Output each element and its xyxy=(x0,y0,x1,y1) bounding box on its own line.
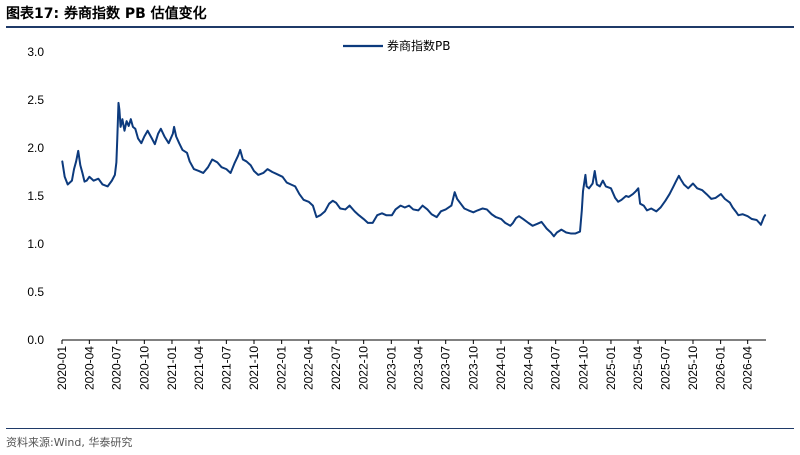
x-tick-label: 2024-04 xyxy=(521,346,535,390)
y-tick-label: 1.5 xyxy=(27,189,44,203)
y-tick-label: 3.0 xyxy=(27,45,44,59)
series-layer xyxy=(61,101,767,238)
y-tick-label: 0.5 xyxy=(27,285,44,299)
chart-header: 图表17: 券商指数 PB 估值变化 xyxy=(6,4,794,28)
x-tick-label: 2020-04 xyxy=(82,346,96,390)
x-tick-label: 2025-10 xyxy=(686,346,700,390)
x-tick-label: 2026-01 xyxy=(714,346,728,390)
x-tick-label: 2021-07 xyxy=(219,346,233,390)
x-tick-label: 2023-01 xyxy=(384,346,398,390)
legend-label: 券商指数PB xyxy=(387,38,450,53)
chart-caption: 图表17: 券商指数 PB 估值变化 xyxy=(6,6,207,22)
x-tick-label: 2024-01 xyxy=(494,346,508,390)
y-tick-label: 2.0 xyxy=(27,141,44,155)
chart-footer: 资料来源:Wind, 华泰研究 xyxy=(6,428,794,450)
footer-rule xyxy=(6,428,794,429)
x-tick-label: 2026-04 xyxy=(741,346,755,390)
x-tick-label: 2024-07 xyxy=(549,346,563,390)
x-tick-label: 2024-10 xyxy=(576,346,590,390)
series-line-0 xyxy=(61,101,767,238)
x-tick-label: 2020-10 xyxy=(137,346,151,390)
y-tick-label: 1.0 xyxy=(27,237,44,251)
x-tick-label: 2025-04 xyxy=(631,346,645,390)
source-note: 资料来源:Wind, 华泰研究 xyxy=(6,436,133,449)
x-tick-label: 2023-10 xyxy=(466,346,480,390)
y-tick-label: 2.5 xyxy=(27,93,44,107)
y-tick-label: 0.0 xyxy=(27,333,44,347)
header-rule xyxy=(6,26,794,28)
x-tick-label: 2022-10 xyxy=(357,346,371,390)
x-tick-label: 2022-07 xyxy=(329,346,343,390)
legend: 券商指数PB xyxy=(343,38,450,53)
x-tick-label: 2022-01 xyxy=(275,346,289,390)
x-tick-label: 2022-04 xyxy=(302,346,316,390)
x-tick-label: 2023-07 xyxy=(439,346,453,390)
y-axis: 0.0 0.5 1.0 1.5 2.0 2.5 3.0 xyxy=(27,45,44,347)
x-tick-label: 2021-01 xyxy=(165,346,179,390)
x-tick-label: 2021-10 xyxy=(247,346,261,390)
x-tick-label: 2025-01 xyxy=(604,346,618,390)
x-tick-label: 2023-04 xyxy=(411,346,425,390)
x-tick-label: 2020-01 xyxy=(55,346,69,390)
x-axis: 2020-01 2020-04 2020-07 2020-10 2021-01 2021-… xyxy=(55,339,766,390)
x-tick-label: 2020-07 xyxy=(110,346,124,390)
x-tick-label: 2025-07 xyxy=(658,346,672,390)
x-tick-label: 2021-04 xyxy=(192,346,206,390)
